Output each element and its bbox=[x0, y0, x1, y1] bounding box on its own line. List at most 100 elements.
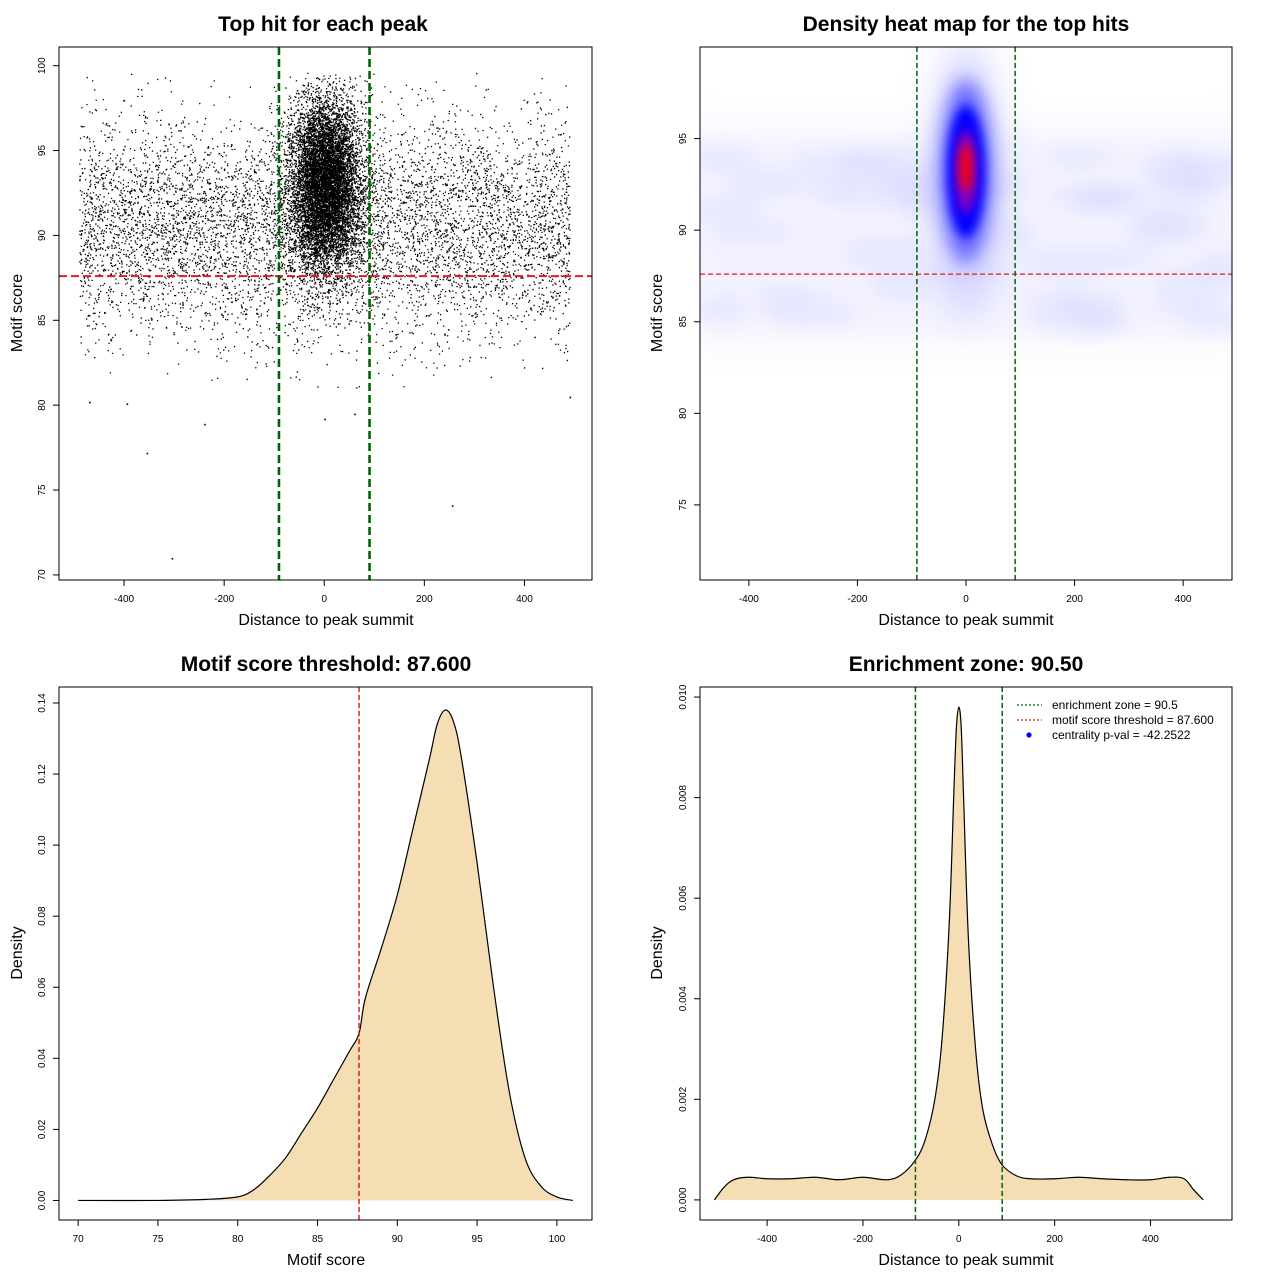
distance-density-area bbox=[713, 706, 1204, 1201]
heatmap-y-label: Motif score bbox=[649, 274, 666, 352]
scatter-y-tick-label: 90 bbox=[37, 229, 48, 241]
score-density-area bbox=[78, 709, 573, 1202]
score-density-x-tick-label: 90 bbox=[392, 1234, 404, 1245]
scatter-x-tick-label: 200 bbox=[416, 594, 433, 605]
scatter-x-tick-label: 400 bbox=[516, 594, 533, 605]
score-density-y-tick-label: 0.14 bbox=[37, 693, 48, 713]
score-density-curve bbox=[78, 709, 573, 1202]
scatter-y-axis: 70 75 80 85 90 95 100 bbox=[37, 57, 60, 581]
heatmap-x-tick-label: 0 bbox=[963, 594, 969, 605]
distance-density-x-label: Distance to peak summit bbox=[878, 1252, 1054, 1269]
heatmap-x-label: Distance to peak summit bbox=[878, 612, 1054, 629]
scatter-x-axis: -400 -200 0 200 400 bbox=[114, 579, 533, 605]
score-density-x-tick-label: 80 bbox=[232, 1234, 244, 1245]
heatmap-title: Density heat map for the top hits bbox=[803, 13, 1130, 36]
heatmap-background-patch bbox=[1071, 188, 1131, 213]
score-density-x-axis: 70 75 80 85 90 95 100 bbox=[73, 1219, 566, 1245]
heatmap-background-patch bbox=[728, 167, 804, 199]
distance-density-y-label: Density bbox=[649, 926, 666, 979]
score-density-y-tick-label: 0.08 bbox=[37, 906, 48, 926]
heatmap-y-tick-label: 95 bbox=[678, 133, 689, 145]
distance-density-y-axis: 0.000 0.002 0.004 0.006 0.008 0.010 bbox=[678, 684, 701, 1212]
scatter-x-tick-label: -400 bbox=[114, 594, 134, 605]
heatmap-y-tick-label: 75 bbox=[678, 499, 689, 511]
distance-density-x-tick-label: 400 bbox=[1142, 1234, 1159, 1245]
distance-density-x-axis: -400 -200 0 200 400 bbox=[757, 1219, 1159, 1245]
scatter-outlier-point bbox=[146, 452, 149, 455]
score-density-x-tick-label: 100 bbox=[549, 1234, 566, 1245]
score-density-x-tick-label: 85 bbox=[312, 1234, 324, 1245]
distance-density-x-tick-label: 200 bbox=[1046, 1234, 1063, 1245]
score-density-y-tick-label: 0.12 bbox=[37, 764, 48, 784]
scatter-outlier-point bbox=[354, 413, 356, 416]
panel-heatmap: Density heat map for the top hits -400 -2… bbox=[649, 13, 1233, 629]
distance-density-y-tick-label: 0.010 bbox=[678, 684, 689, 709]
legend-pval-dot bbox=[1026, 732, 1032, 738]
score-density-y-tick-label: 0.02 bbox=[37, 1119, 48, 1139]
scatter-overlay bbox=[59, 47, 592, 580]
scatter-outlier-point bbox=[171, 557, 174, 560]
scatter-x-tick-label: 0 bbox=[321, 594, 327, 605]
heatmap-background-patch bbox=[769, 297, 860, 329]
heatmap-background-patch bbox=[1153, 266, 1232, 299]
heatmap-background-patch bbox=[1038, 147, 1119, 168]
heatmap-background-patch bbox=[823, 186, 919, 207]
heatmap-background-patch bbox=[1029, 305, 1125, 336]
score-density-y-tick-label: 0.10 bbox=[37, 835, 48, 855]
scatter-y-tick-label: 95 bbox=[37, 145, 48, 157]
distance-density-y-tick-label: 0.006 bbox=[678, 885, 689, 910]
heatmap-x-tick-label: -400 bbox=[739, 594, 759, 605]
heatmap-density bbox=[700, 47, 1232, 341]
scatter-outlier-point bbox=[569, 396, 572, 399]
scatter-outlier-point bbox=[126, 403, 129, 406]
distance-density-x-tick-label: 0 bbox=[956, 1234, 962, 1245]
score-density-x-tick-label: 75 bbox=[152, 1234, 164, 1245]
scatter-outlier-point bbox=[204, 423, 206, 426]
score-density-title: Motif score threshold: 87.600 bbox=[181, 653, 472, 676]
score-density-y-tick-label: 0.00 bbox=[37, 1190, 48, 1210]
distance-density-title: Enrichment zone: 90.50 bbox=[849, 653, 1084, 676]
heatmap-y-axis: 75 80 85 90 95 bbox=[678, 133, 701, 511]
score-density-y-tick-label: 0.04 bbox=[37, 1048, 48, 1068]
panel-distance-density: Enrichment zone: 90.50 -400 -200 0 200 400 0… bbox=[649, 653, 1233, 1269]
scatter-title: Top hit for each peak bbox=[218, 13, 428, 36]
scatter-outlier-point bbox=[89, 401, 91, 404]
scatter-y-tick-label: 75 bbox=[37, 484, 48, 496]
legend-threshold-label: motif score threshold = 87.600 bbox=[1052, 713, 1214, 727]
scatter-point-cloud bbox=[79, 72, 571, 389]
score-density-y-tick-label: 0.06 bbox=[37, 977, 48, 997]
score-density-x-tick-label: 95 bbox=[472, 1234, 484, 1245]
score-density-x-tick-label: 70 bbox=[73, 1234, 85, 1245]
distance-density-x-tick-label: -200 bbox=[853, 1234, 873, 1245]
heatmap-y-tick-label: 85 bbox=[678, 316, 689, 328]
scatter-y-label: Motif score bbox=[9, 274, 26, 352]
scatter-y-tick-label: 80 bbox=[37, 399, 48, 411]
score-density-y-label: Density bbox=[9, 926, 26, 979]
heatmap-background-patch bbox=[841, 145, 920, 174]
heatmap-background-patch bbox=[1138, 207, 1212, 240]
distance-density-legend: enrichment zone = 90.5 motif score thres… bbox=[1017, 698, 1214, 742]
distance-density-y-tick-label: 0.008 bbox=[678, 785, 689, 810]
legend-zone-label: enrichment zone = 90.5 bbox=[1052, 698, 1178, 712]
score-density-x-label: Motif score bbox=[287, 1252, 365, 1269]
heatmap-background-patch bbox=[700, 144, 759, 173]
heatmap-background-patch bbox=[1177, 303, 1232, 336]
heatmap-x-tick-label: -200 bbox=[847, 594, 867, 605]
scatter-y-tick-label: 100 bbox=[37, 57, 48, 74]
distance-density-y-tick-label: 0.002 bbox=[678, 1086, 689, 1111]
distance-density-y-tick-label: 0.000 bbox=[678, 1187, 689, 1212]
distance-density-fill bbox=[714, 707, 1204, 1200]
heatmap-peak bbox=[960, 143, 972, 192]
heatmap-background-patch bbox=[1023, 247, 1113, 282]
panel-score-density: Motif score threshold: 87.600 70 75 80 85 90… bbox=[9, 653, 593, 1269]
heatmap-background-patch bbox=[700, 196, 763, 222]
heatmap-overlay bbox=[700, 47, 1232, 580]
legend-pval-label: centrality p-val = -42.2522 bbox=[1052, 728, 1191, 742]
score-density-fill bbox=[78, 710, 573, 1201]
score-density-y-axis: 0.00 0.02 0.04 0.06 0.08 0.10 0.12 0.14 bbox=[37, 693, 60, 1210]
scatter-y-tick-label: 70 bbox=[37, 569, 48, 581]
heatmap-x-tick-label: 400 bbox=[1175, 594, 1192, 605]
scatter-x-tick-label: -200 bbox=[214, 594, 234, 605]
distance-density-overlay bbox=[914, 687, 1003, 1220]
